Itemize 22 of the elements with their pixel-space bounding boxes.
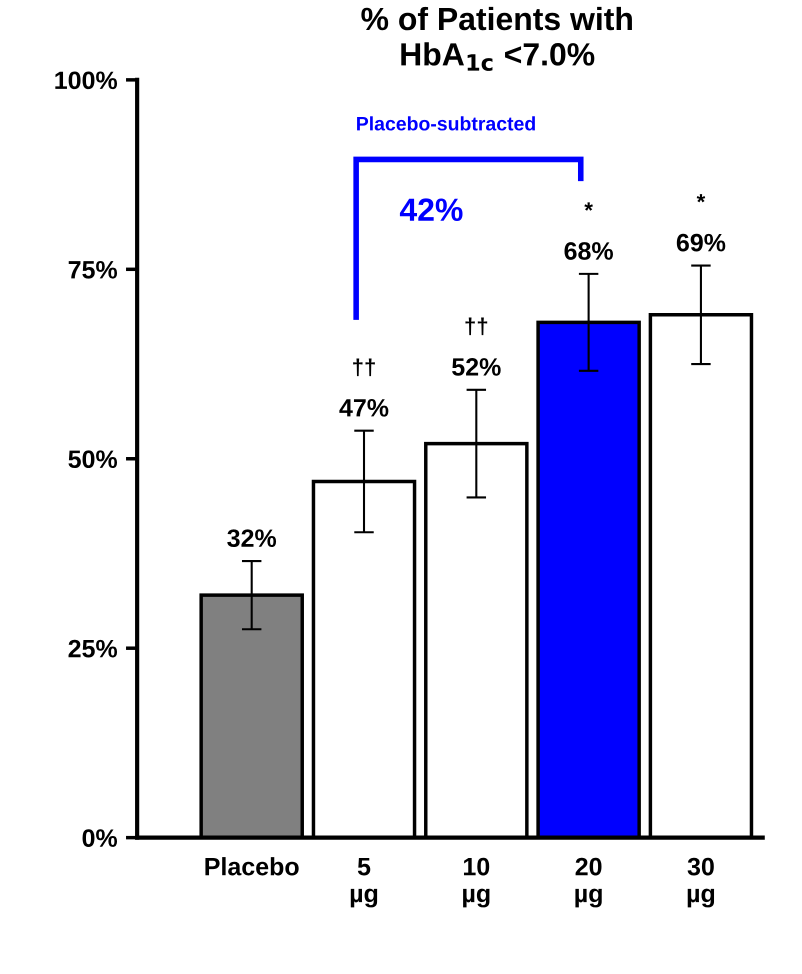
x-tick-label: 20 µg	[575, 858, 602, 908]
y-tick-label: 0%	[82, 829, 118, 847]
annotation: 42%	[400, 198, 463, 221]
chart-title: % of Patients with HbA$_{1c}$ <7.0%	[361, 6, 632, 71]
x-tick-label: 5 µg	[350, 858, 378, 908]
annotation: *	[696, 194, 706, 202]
data-label: 32%	[227, 529, 276, 548]
data-label: 47%	[339, 399, 388, 417]
data-label: 52%	[452, 358, 501, 376]
y-tick-label: 50%	[68, 450, 118, 468]
data-label: 69%	[676, 234, 726, 252]
x-tick-label: Placebo	[205, 857, 299, 876]
x-tick-label: 10 µg	[463, 858, 490, 908]
annotation: Placebo-subtracted	[357, 116, 535, 131]
y-tick-label: 75%	[68, 260, 118, 279]
x-tick-label: 30 µg	[688, 858, 714, 908]
annotation: ††	[465, 318, 488, 336]
y-tick-label: 100%	[55, 71, 118, 90]
y-tick-label: 25%	[68, 640, 118, 658]
annotation: *	[584, 202, 593, 211]
data-label: 68%	[564, 242, 613, 260]
annotation: ††	[353, 358, 375, 376]
